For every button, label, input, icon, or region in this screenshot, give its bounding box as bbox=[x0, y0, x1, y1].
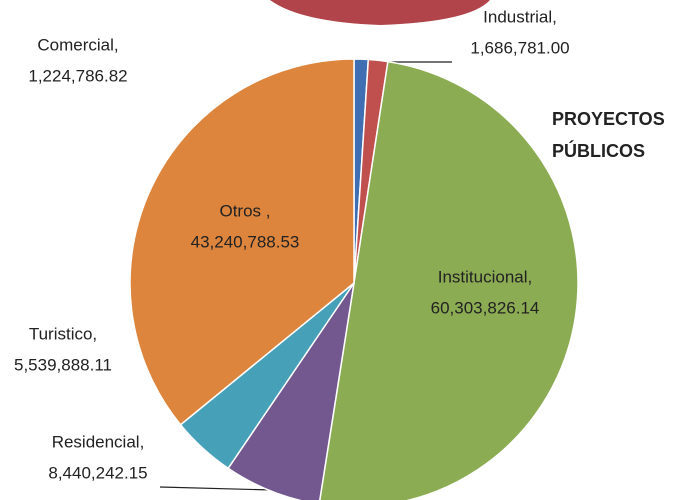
data-label: 1,686,781.00 bbox=[470, 38, 569, 57]
data-label: 43,240,788.53 bbox=[191, 232, 300, 251]
slice-label: Residencial, bbox=[52, 432, 145, 451]
chart-title: PROYECTOS PÚBLICOS bbox=[552, 109, 665, 161]
data-label: 1,224,786.82 bbox=[28, 66, 127, 85]
slice-label: Otros , bbox=[219, 201, 270, 220]
pie-slice bbox=[319, 60, 579, 500]
slice-label: Industrial, bbox=[483, 7, 557, 26]
data-label: 8,440,242.15 bbox=[48, 463, 147, 482]
pie-slice bbox=[129, 58, 355, 426]
slice-label: Institucional, bbox=[438, 267, 533, 286]
data-label: 5,539,888.11 bbox=[14, 355, 112, 374]
partial-shape bbox=[270, 0, 490, 25]
slice-label: Turistico, bbox=[29, 324, 97, 343]
data-label: 60,303,826.14 bbox=[431, 298, 540, 317]
leader-line bbox=[159, 486, 273, 491]
slice-label: Comercial, bbox=[37, 35, 118, 54]
